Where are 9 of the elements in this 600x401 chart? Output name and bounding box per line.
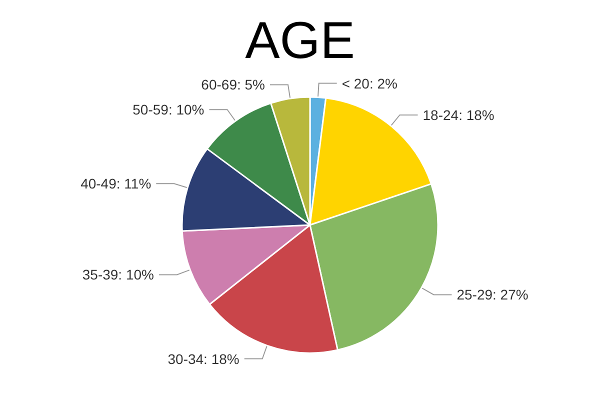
slice-label: 18-24: 18%: [422, 106, 494, 123]
chart-title: AGE: [245, 12, 355, 70]
slice-label: 50-59: 10%: [132, 102, 204, 118]
slice-label: < 20: 2%: [342, 75, 398, 92]
slice-label: 40-49: 11%: [80, 176, 152, 192]
slice-label: 35-39: 10%: [82, 266, 154, 283]
slice-label: 25-29: 27%: [456, 286, 528, 303]
slice-label: 30-34: 18%: [168, 350, 240, 367]
slice-label: 60-69: 5%: [201, 76, 266, 93]
